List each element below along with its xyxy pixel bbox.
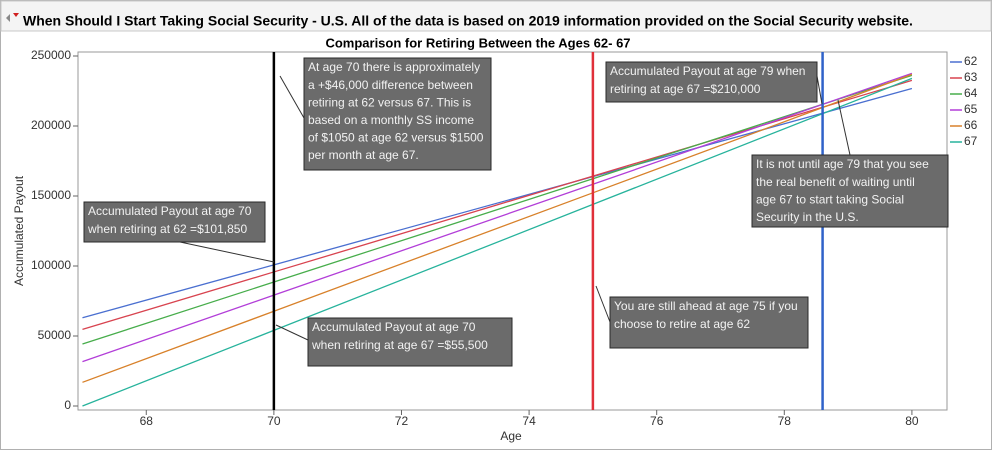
- annotation-text: Security in the U.S.: [756, 210, 859, 224]
- series-line: [82, 87, 913, 319]
- legend-label: 66: [964, 118, 978, 132]
- annotation-box: [609, 296, 809, 349]
- annotation-leader: [816, 75, 823, 105]
- legend-label: 63: [964, 70, 978, 84]
- x-tick-label: 68: [140, 414, 154, 428]
- annotation-leader: [837, 99, 851, 156]
- annotation-text: per month at age 67.: [308, 148, 419, 162]
- x-tick-label: 72: [395, 414, 409, 428]
- disclosure-icon[interactable]: [6, 14, 10, 22]
- annotation-text: a +$46,000 difference between: [308, 78, 473, 92]
- annotation-text: retiring at age 67 =$210,000: [610, 82, 761, 96]
- header-bar: [0, 0, 992, 32]
- y-tick-label: 150000: [31, 188, 71, 202]
- legend-label: 65: [964, 102, 978, 116]
- legend-label: 64: [964, 86, 978, 100]
- annotation-box: [605, 61, 818, 103]
- series-line: [82, 74, 913, 345]
- annotation-text: the real benefit of waiting until: [756, 175, 915, 189]
- x-tick-label: 80: [905, 414, 919, 428]
- annotation-box: [83, 201, 266, 243]
- y-axis-label: Accumulated Payout: [12, 175, 26, 286]
- y-tick-label: 0: [64, 398, 71, 412]
- annotation-leader: [179, 241, 275, 263]
- annotation-text: Accumulated Payout at age 70: [88, 204, 252, 218]
- annotation-text: retiring at 62 versus 67. This is: [308, 95, 471, 109]
- x-tick-label: 76: [650, 414, 664, 428]
- x-tick-label: 74: [522, 414, 536, 428]
- annotation-box: [303, 57, 492, 171]
- annotation-text: when retiring at age 67 =$55,500: [311, 338, 488, 352]
- y-tick-label: 50000: [38, 328, 72, 342]
- x-axis-label: Age: [500, 429, 522, 443]
- annotation-text: Accumulated Payout at age 79 when: [610, 64, 805, 78]
- annotation-text: It is not until age 79 that you see: [756, 157, 929, 171]
- annotation-text: of $1050 at age 62 versus $1500: [308, 131, 484, 145]
- annotation-leader: [275, 324, 309, 341]
- x-tick-label: 78: [778, 414, 792, 428]
- y-tick-label: 250000: [31, 48, 71, 62]
- annotation-text: based on a monthly SS income: [308, 113, 474, 127]
- legend-label: 67: [964, 134, 978, 148]
- annotation-box: [307, 317, 513, 367]
- annotation-leader: [279, 75, 305, 119]
- annotation-leader: [595, 285, 611, 323]
- y-tick-label: 100000: [31, 258, 71, 272]
- x-tick-label: 70: [267, 414, 281, 428]
- annotation-text: age 67 to start taking Social: [756, 192, 904, 206]
- series-line: [82, 72, 913, 363]
- annotation-box: [751, 154, 949, 228]
- chart-title: Comparison for Retiring Between the Ages…: [325, 35, 630, 50]
- header-title: When Should I Start Taking Social Securi…: [23, 13, 913, 29]
- annotation-text: Accumulated Payout at age 70: [312, 320, 476, 334]
- series-line: [82, 73, 913, 383]
- annotation-text: At age 70 there is approximately: [308, 60, 480, 74]
- annotation-text: choose to retire at age 62: [614, 317, 750, 331]
- y-tick-label: 200000: [31, 118, 71, 132]
- series-line: [82, 77, 913, 407]
- legend-label: 62: [964, 54, 978, 68]
- annotation-text: when retiring at 62 =$101,850: [87, 222, 247, 236]
- annotation-text: You are still ahead at age 75 if you: [614, 299, 798, 313]
- menu-icon[interactable]: [13, 13, 19, 17]
